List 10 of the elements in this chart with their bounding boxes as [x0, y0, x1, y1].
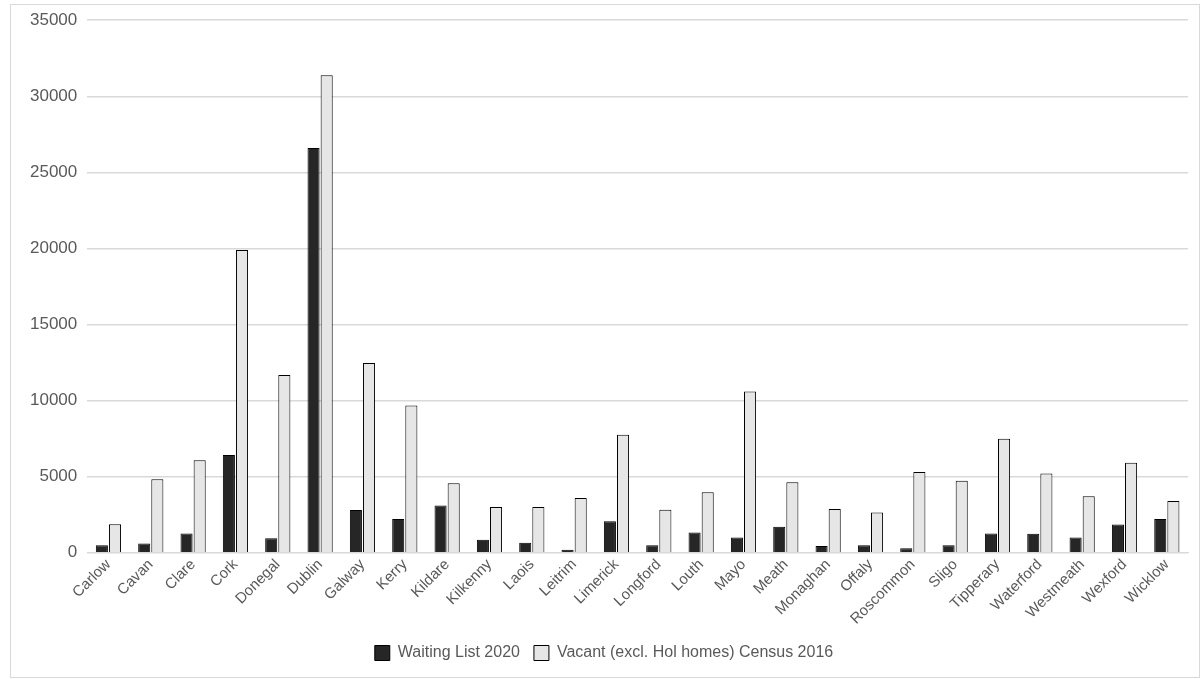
y-tick-label: 15000: [29, 314, 78, 334]
legend-label: Waiting List 2020: [397, 643, 521, 661]
y-tick-label: 5000: [39, 466, 78, 486]
legend-label: Vacant (excl. Hol homes) Census 2016: [556, 643, 834, 661]
y-tick-label: 25000: [29, 162, 78, 182]
y-tick-label: 30000: [29, 85, 78, 105]
y-tick-label: 10000: [29, 390, 78, 410]
y-tick-label: 0: [67, 542, 78, 562]
y-tick-label: 35000: [29, 9, 78, 29]
y-tick-label: 20000: [29, 238, 78, 258]
